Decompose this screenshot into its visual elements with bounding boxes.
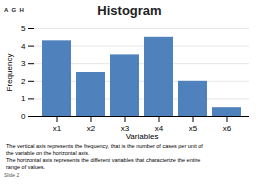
svg-text:x1: x1 bbox=[53, 124, 62, 133]
svg-text:x3: x3 bbox=[120, 124, 130, 134]
svg-text:5: 5 bbox=[21, 24, 26, 33]
html-text:Histogram: Histogram bbox=[97, 2, 162, 18]
svg-text:3: 3 bbox=[21, 59, 26, 68]
svg-text:Variables: Variables bbox=[126, 132, 159, 141]
html-text:The horizontal axis represents: The horizontal axis represents the diffe… bbox=[6, 157, 201, 163]
svg-text:x5: x5 bbox=[189, 124, 198, 133]
svg-text:2: 2 bbox=[21, 77, 26, 86]
svg-text:x4: x4 bbox=[154, 124, 164, 134]
html-text:the variable on the horizontal: the variable on the horizontal axis. bbox=[6, 150, 90, 156]
html-text:The vertical axis represents t: The vertical axis represents the frequen… bbox=[6, 143, 203, 149]
svg-text:x6: x6 bbox=[223, 124, 232, 133]
html-text:A G H: A G H bbox=[4, 7, 24, 13]
svg-text:x2: x2 bbox=[87, 124, 96, 133]
svg-text:Frequency: Frequency bbox=[5, 54, 14, 92]
html-text:range of values.: range of values. bbox=[6, 164, 46, 170]
svg-text:4: 4 bbox=[21, 42, 26, 51]
svg-text:0: 0 bbox=[21, 112, 26, 121]
svg-text:1: 1 bbox=[21, 94, 26, 103]
html-text:Slide 2: Slide 2 bbox=[4, 172, 20, 178]
